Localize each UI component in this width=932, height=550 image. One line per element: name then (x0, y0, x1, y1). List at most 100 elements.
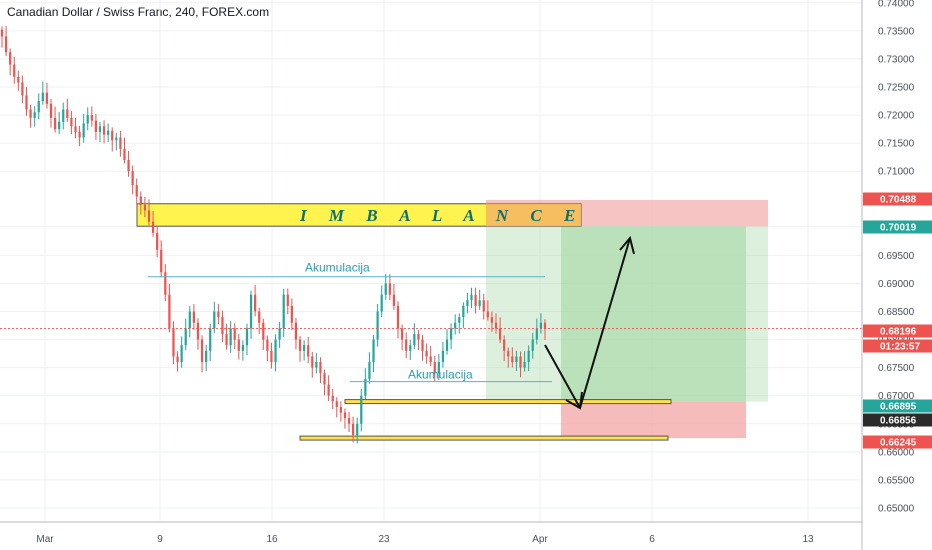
candle-body (213, 311, 216, 329)
price-tag[interactable] (863, 339, 932, 353)
candle-body (515, 356, 518, 363)
candle-body (368, 362, 371, 379)
projection-arrowhead-up (619, 235, 635, 255)
candle-body (331, 395, 334, 402)
candle-body (249, 294, 253, 329)
candle-body (323, 373, 326, 385)
candle-body (376, 311, 379, 340)
candle-body (388, 283, 391, 295)
candle-body (188, 311, 191, 329)
x-tick-label: 23 (378, 534, 390, 545)
candle-body (478, 300, 481, 306)
candle-body (119, 137, 122, 149)
candle-body (0, 29, 4, 37)
candle-body (462, 305, 465, 318)
candle-body (127, 159, 130, 172)
price-tag[interactable] (863, 192, 932, 206)
candle-body (417, 333, 420, 340)
candle-body (360, 395, 363, 424)
candle-body (490, 317, 494, 323)
price-tag[interactable] (863, 399, 932, 413)
candle-body (466, 300, 469, 306)
candle-body (347, 418, 351, 424)
candle-body (290, 305, 293, 323)
profit-zone-inner[interactable] (561, 226, 746, 402)
candle-body (168, 294, 171, 329)
price-tag[interactable] (863, 435, 932, 449)
candle-body (482, 300, 485, 312)
candle-body (21, 82, 24, 96)
candle-body (237, 339, 240, 351)
candle-body (4, 36, 8, 53)
candle-body (303, 345, 306, 351)
stop-zone-lower[interactable] (561, 401, 746, 439)
candle-body (86, 115, 89, 124)
y-tick-label: 0.71500 (878, 139, 915, 150)
candle-body (180, 345, 183, 363)
projection-arrow-up[interactable] (579, 237, 631, 409)
candle-body (409, 345, 412, 351)
candle-body (131, 171, 134, 186)
candle-body (400, 328, 404, 340)
y-tick-label: 0.65500 (878, 475, 915, 486)
candle-body (102, 126, 106, 135)
price-tag[interactable] (863, 220, 932, 234)
candle-body (531, 339, 534, 351)
candle-body (441, 350, 445, 363)
candle-body (384, 283, 387, 295)
candle-body (245, 328, 249, 346)
candle-body (139, 196, 142, 205)
candle-body (543, 322, 547, 329)
candle-body (498, 328, 502, 340)
candle-body (200, 339, 204, 363)
candle-body (503, 339, 506, 351)
x-tick-label: 9 (157, 534, 163, 545)
chart-title: Canadian Dollar / Swiss Franc, 240, FORE… (7, 5, 270, 19)
candle-body (229, 328, 232, 346)
candle-body (160, 249, 163, 273)
candle-body (539, 322, 543, 329)
candle-body (147, 210, 151, 222)
candle-body (151, 221, 155, 233)
y-tick-label: 0.68500 (878, 307, 915, 318)
candle-body (535, 328, 538, 340)
candle-body (156, 232, 159, 250)
candle-body (233, 328, 236, 340)
projection-arrow-down[interactable] (544, 344, 581, 409)
y-tick-label: 0.72500 (878, 83, 915, 94)
y-tick-label: 0.66000 (878, 447, 915, 458)
candle-body (225, 333, 228, 346)
candle-body (205, 350, 208, 363)
imbalance-label: I M B A L A N C E (299, 206, 584, 225)
candle-body (58, 121, 61, 130)
support-zone-2[interactable] (299, 435, 669, 441)
candle-body (470, 294, 473, 301)
price-tag-label: 0.70488 (880, 195, 917, 206)
y-tick-label: 0.72000 (878, 111, 915, 122)
candle-body (217, 311, 220, 318)
candle-body (176, 356, 179, 363)
candle-body (405, 339, 408, 351)
price-tag[interactable] (863, 324, 932, 338)
position-zones[interactable] (136, 199, 768, 441)
time-axis[interactable]: Mar 9 16 23 Apr 6 13 (0, 521, 862, 545)
candle-body (335, 401, 338, 407)
candle-body (90, 115, 93, 121)
price-axis[interactable]: 0.74000 0.73500 0.73000 0.72500 0.72000 0.715… (861, 0, 932, 550)
candle-body (311, 356, 314, 368)
candle-body (70, 117, 73, 127)
candle-body (262, 322, 265, 340)
annotations[interactable]: I M B A L A N C E Akumulacija Akumulacija (0, 206, 862, 410)
support-zone-1[interactable] (344, 399, 672, 405)
price-tag-label: 0.70019 (880, 223, 917, 234)
candle-body (45, 92, 49, 104)
candle-body (523, 362, 526, 368)
candle-body (123, 148, 126, 160)
candle-body (351, 423, 355, 435)
candle-body (307, 345, 310, 357)
candle-body (339, 406, 342, 413)
candle-body (454, 322, 457, 329)
candle-body (53, 117, 57, 130)
price-tag[interactable] (863, 413, 932, 427)
